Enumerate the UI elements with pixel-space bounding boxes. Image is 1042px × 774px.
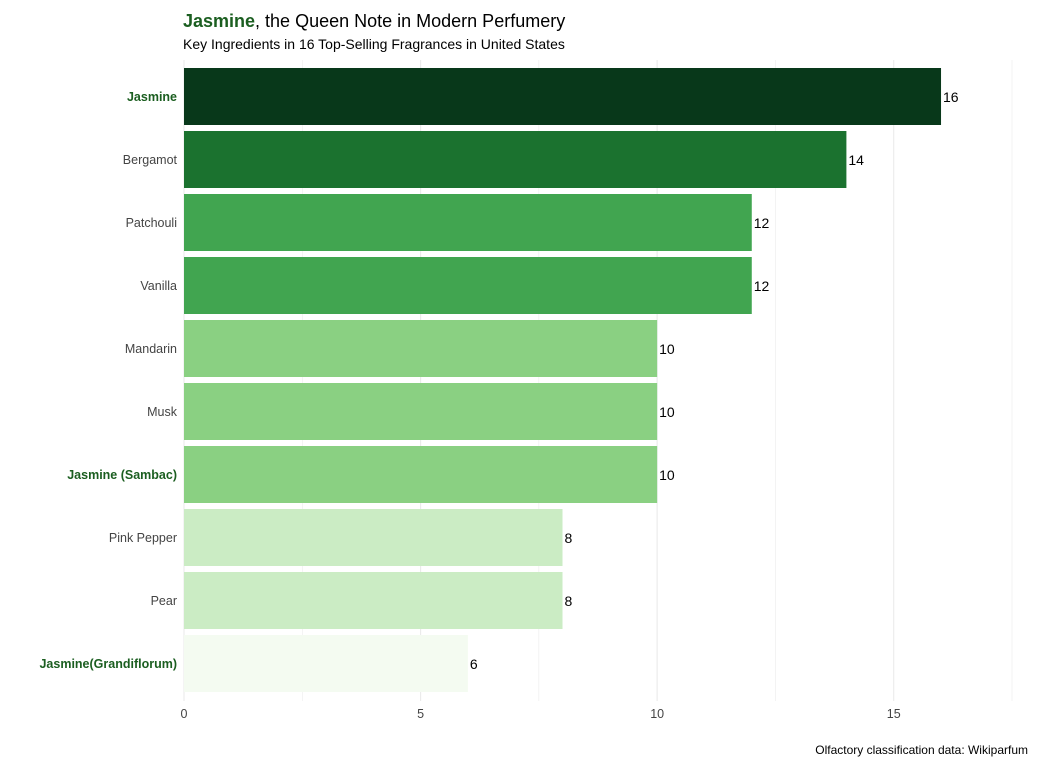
- chart-title: Jasmine, the Queen Note in Modern Perfum…: [183, 11, 565, 31]
- category-label: Musk: [147, 405, 178, 419]
- x-tick-label: 10: [650, 707, 664, 721]
- value-label: 6: [470, 656, 478, 672]
- bar: [184, 383, 658, 440]
- category-label: Pink Pepper: [109, 531, 177, 545]
- chart-subtitle: Key Ingredients in 16 Top-Selling Fragra…: [183, 36, 565, 52]
- bar: [184, 257, 752, 314]
- bar: [184, 572, 563, 629]
- value-label: 12: [754, 278, 770, 294]
- bar: [184, 320, 658, 377]
- bar: [184, 635, 468, 692]
- value-label: 12: [754, 215, 770, 231]
- chart-title-rest: , the Queen Note in Modern Perfumery: [255, 11, 565, 31]
- category-label: Jasmine (Sambac): [67, 468, 177, 482]
- x-tick-label: 15: [887, 707, 901, 721]
- value-labels: 16 14 12 12 10 10 10 8 8 6: [470, 89, 959, 672]
- bar: [184, 131, 847, 188]
- chart-caption: Olfactory classification data: Wikiparfu…: [815, 743, 1028, 757]
- value-label: 8: [565, 530, 573, 546]
- category-labels: Jasmine Bergamot Patchouli Vanilla Mandarin M…: [39, 90, 177, 671]
- category-label: Patchouli: [126, 216, 177, 230]
- category-label: Pear: [151, 594, 177, 608]
- x-tick-label: 0: [181, 707, 188, 721]
- category-label: Jasmine: [127, 90, 177, 104]
- category-label: Mandarin: [125, 342, 177, 356]
- x-axis-ticks: 0 5 10 15: [181, 707, 901, 721]
- bar: [184, 68, 942, 125]
- x-tick-label: 5: [417, 707, 424, 721]
- bar: [184, 446, 658, 503]
- value-label: 10: [659, 341, 675, 357]
- bar: [184, 509, 563, 566]
- category-label: Bergamot: [123, 153, 178, 167]
- bar: [184, 194, 752, 251]
- value-label: 14: [848, 152, 864, 168]
- value-label: 10: [659, 467, 675, 483]
- category-label: Jasmine(Grandiflorum): [39, 657, 177, 671]
- bars: [184, 68, 942, 692]
- category-label: Vanilla: [140, 279, 177, 293]
- value-label: 16: [943, 89, 959, 105]
- value-label: 10: [659, 404, 675, 420]
- chart-title-highlight: Jasmine: [183, 11, 255, 31]
- value-label: 8: [565, 593, 573, 609]
